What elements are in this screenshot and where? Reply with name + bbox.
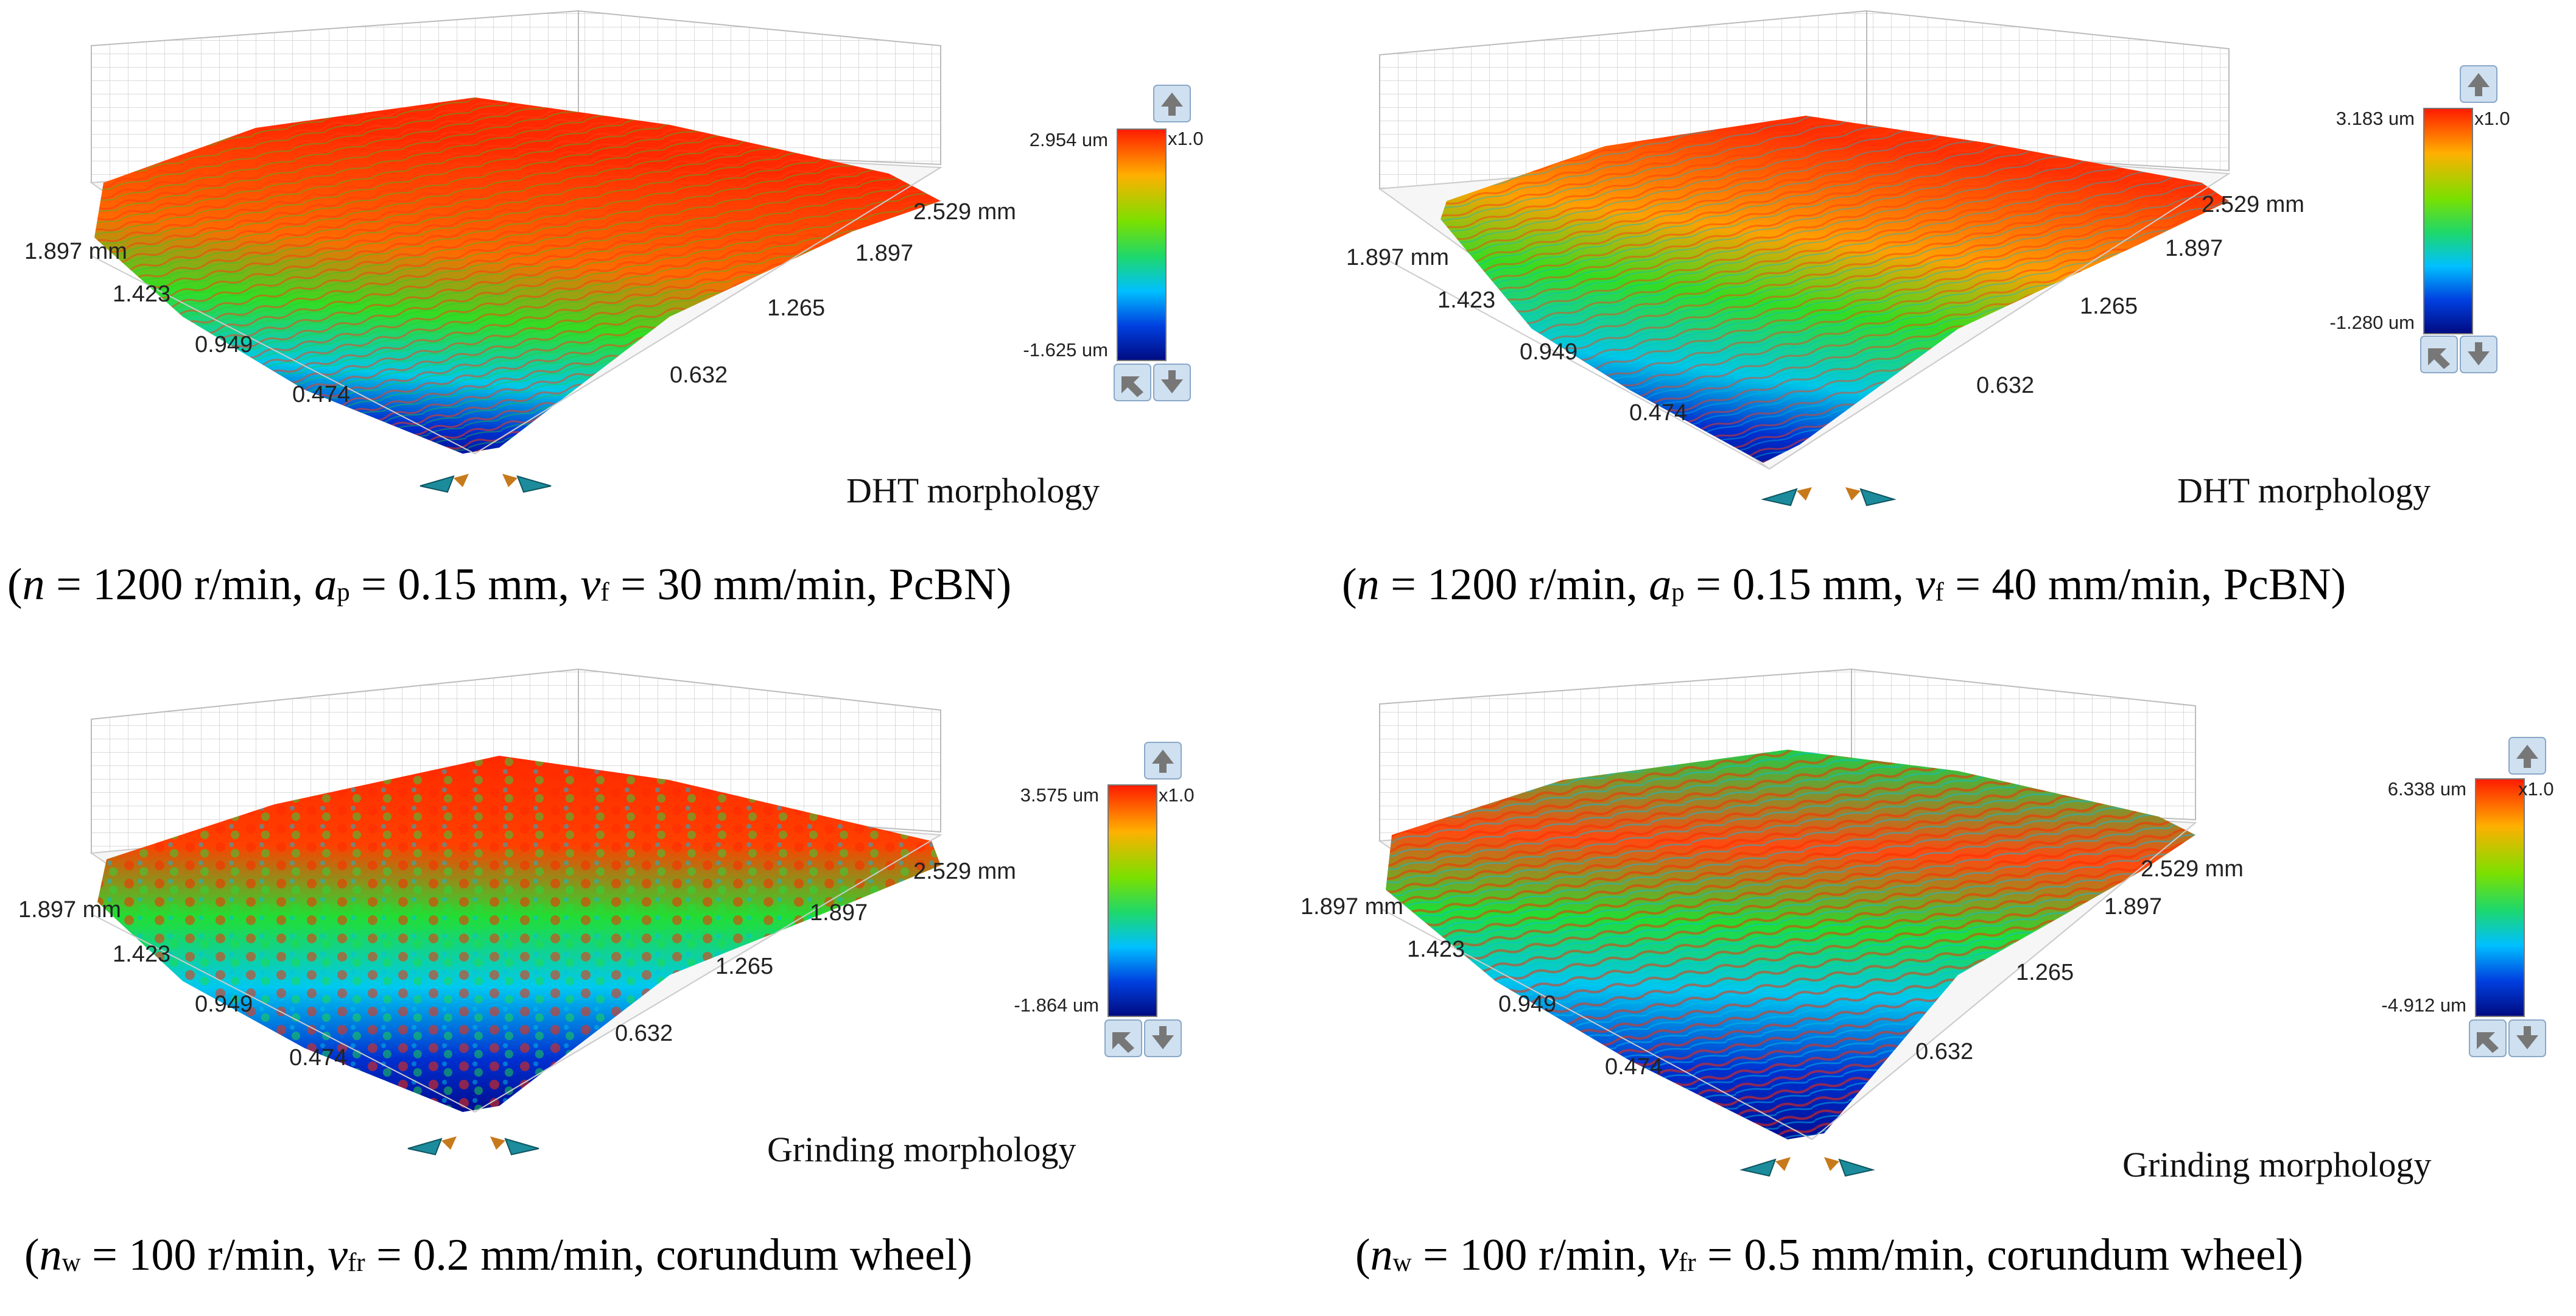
colorbar-gradient — [1117, 128, 1167, 361]
axis-x-tick: 1.897 — [855, 241, 913, 266]
condition-caption: (nw = 100 r/min, vfr = 0.5 mm/min, corun… — [1355, 1230, 2304, 1280]
colorbar: 2.954 um -1.625 um x1.0 — [1023, 85, 1204, 401]
colorbar-scale-label: x1.0 — [2518, 778, 2554, 800]
rotate-left-icon[interactable] — [1739, 1157, 1791, 1177]
colorbar-min-label: -1.625 um — [1023, 339, 1108, 361]
condition-caption: (n = 1200 r/min, ap = 0.15 mm, vf = 30 m… — [7, 560, 1012, 610]
axis-x-end-label: 2.529 mm — [2141, 856, 2244, 882]
axis-line-y — [1379, 255, 1770, 470]
axis-y-tick: 0.949 — [1498, 991, 1556, 1017]
panel-b: 1.897 mm 1.423 0.949 0.474 2.529 mm 1.89… — [1288, 0, 2576, 658]
axis-x-tick: 0.632 — [1915, 1039, 1973, 1064]
colorbar-min-label: -1.280 um — [2329, 312, 2415, 333]
surface-plot-a[interactable]: 1.897 mm 1.423 0.949 0.474 2.529 mm 1.89… — [0, 0, 1288, 536]
axis-line-x — [1769, 173, 2230, 470]
surface-texture — [94, 97, 941, 454]
axis-y-end-label: 1.897 mm — [1300, 894, 1403, 920]
axis-x-tick: 1.265 — [2080, 294, 2138, 319]
colorbar: 3.183 um -1.280 um x1.0 — [2329, 65, 2510, 373]
rotate-right-icon[interactable] — [502, 474, 552, 493]
axis-line-y — [91, 913, 476, 1113]
surface-plot-b[interactable]: 1.897 mm 1.423 0.949 0.474 2.529 mm 1.89… — [1288, 0, 2576, 536]
colorbar-max-label: 2.954 um — [1030, 129, 1108, 150]
axis-y-tick: 1.423 — [1437, 287, 1495, 313]
axis-x-tick: 1.265 — [715, 954, 773, 979]
colorbar-gradient — [1107, 784, 1157, 1017]
rotate-left-icon[interactable] — [1761, 487, 1812, 507]
colorbar-max-label: 3.575 um — [1020, 784, 1099, 806]
rotate-right-icon[interactable] — [1824, 1157, 1875, 1177]
panel-d: 1.897 mm 1.423 0.949 0.474 2.529 mm 1.89… — [1288, 658, 2576, 1316]
axis-line-x — [474, 834, 941, 1113]
back-wall-right — [1866, 10, 2230, 172]
axis-y-tick: 1.423 — [1407, 937, 1465, 962]
axis-y-tick: 1.423 — [113, 941, 170, 967]
surface-plot-c[interactable]: 1.897 mm 1.423 0.949 0.474 2.529 mm 1.89… — [0, 658, 1288, 1194]
colorbar: 6.338 um -4.912 um x1.0 — [2381, 737, 2554, 1057]
axis-x-tick: 0.632 — [670, 362, 728, 388]
colorbar-max-label: 6.338 um — [2388, 778, 2466, 800]
axis-y-tick: 0.474 — [1605, 1054, 1663, 1080]
axis-y-tick: 0.474 — [289, 1045, 347, 1071]
surface-plot-d[interactable]: 1.897 mm 1.423 0.949 0.474 2.529 mm 1.89… — [1288, 658, 2576, 1206]
colorbar-max-label: 3.183 um — [2336, 108, 2415, 129]
morphology-label: DHT morphology — [846, 471, 1100, 510]
rotate-right-icon[interactable] — [490, 1136, 539, 1156]
axis-x-tick: 0.632 — [1976, 373, 2034, 398]
morphology-label: DHT morphology — [2177, 471, 2431, 510]
condition-caption: (nw = 100 r/min, vfr = 0.2 mm/min, corun… — [24, 1230, 973, 1280]
axis-line-y — [1379, 907, 1813, 1140]
axis-y-tick: 0.474 — [292, 382, 350, 407]
axis-x-tick: 1.897 — [810, 900, 868, 926]
colorbar-scale-label: x1.0 — [1159, 784, 1195, 806]
axis-y-end-label: 1.897 mm — [1346, 245, 1449, 270]
colorbar-gradient — [2423, 108, 2473, 334]
axis-y-tick: 0.949 — [195, 332, 253, 357]
rotate-left-icon[interactable] — [419, 474, 469, 493]
surface-texture — [1386, 750, 2195, 1139]
axis-x-tick: 1.265 — [2016, 960, 2074, 985]
axis-y-tick: 0.474 — [1629, 400, 1687, 426]
morphology-label: Grinding morphology — [2122, 1145, 2432, 1184]
rotate-left-icon[interactable] — [407, 1136, 457, 1156]
axis-x-end-label: 2.529 mm — [913, 199, 1016, 225]
surface-texture — [1441, 116, 2229, 463]
axis-line-x — [474, 167, 941, 454]
axis-x-end-label: 2.529 mm — [2202, 192, 2304, 217]
surface-texture — [97, 756, 941, 1112]
rotate-right-icon[interactable] — [1845, 487, 1897, 507]
colorbar: 3.575 um -1.864 um x1.0 — [1014, 742, 1195, 1057]
axis-y-end-label: 1.897 mm — [24, 239, 127, 264]
axis-y-end-label: 1.897 mm — [18, 897, 121, 923]
axis-line-x — [1811, 822, 2196, 1140]
axis-y-tick: 0.949 — [1520, 339, 1578, 365]
panel-c: 1.897 mm 1.423 0.949 0.474 2.529 mm 1.89… — [0, 658, 1288, 1316]
axis-x-end-label: 2.529 mm — [913, 859, 1016, 884]
colorbar-gradient — [2475, 778, 2525, 1017]
colorbar-min-label: -4.912 um — [2381, 994, 2466, 1016]
axis-y-tick: 1.423 — [113, 281, 170, 307]
morphology-label: Grinding morphology — [767, 1130, 1076, 1169]
axis-x-tick: 1.897 — [2165, 236, 2223, 261]
condition-caption: (n = 1200 r/min, ap = 0.15 mm, vf = 40 m… — [1342, 560, 2346, 610]
axis-y-tick: 0.949 — [195, 991, 253, 1017]
colorbar-scale-label: x1.0 — [1168, 128, 1204, 149]
axis-x-tick: 0.632 — [615, 1021, 673, 1046]
axis-line-y — [91, 255, 476, 454]
axis-x-tick: 1.265 — [767, 295, 825, 321]
colorbar-scale-label: x1.0 — [2474, 108, 2510, 129]
colorbar-min-label: -1.864 um — [1014, 994, 1099, 1016]
axis-x-tick: 1.897 — [2104, 894, 2162, 920]
panel-a: 1.897 mm 1.423 0.949 0.474 2.529 mm 1.89… — [0, 0, 1288, 658]
